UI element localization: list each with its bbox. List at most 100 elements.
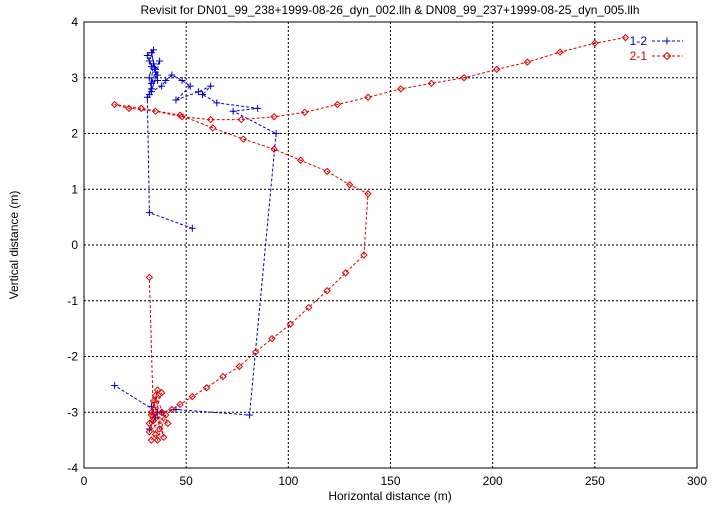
- legend: 1-2 2-1: [630, 34, 683, 63]
- data-point-2-1: [323, 287, 331, 295]
- legend-marker-1-2: [663, 37, 671, 45]
- data-point-2-1: [235, 362, 244, 371]
- series-2-1: [110, 33, 630, 444]
- data-point-2-1: [591, 39, 599, 47]
- data-point-1-2: [111, 381, 119, 389]
- series-line-2-1: [114, 37, 626, 443]
- x-tick-label: 250: [585, 474, 605, 488]
- data-point-1-2: [213, 99, 221, 107]
- data-point-2-1: [145, 273, 154, 282]
- legend-item-1-2: 1-2: [630, 34, 683, 48]
- data-point-1-2: [154, 77, 162, 85]
- data-point-2-1: [239, 135, 248, 143]
- data-point-2-1: [251, 348, 260, 356]
- data-point-2-1: [286, 320, 295, 328]
- data-point-1-2: [207, 82, 215, 90]
- data-point-2-1: [323, 167, 331, 176]
- data-point-2-1: [137, 104, 145, 113]
- data-point-1-2: [199, 90, 207, 98]
- data-point-2-1: [149, 397, 158, 405]
- series-1-2: [111, 46, 280, 433]
- legend-label-1-2: 1-2: [630, 34, 648, 48]
- data-point-1-2: [188, 224, 196, 232]
- y-tick-label: 3: [71, 71, 78, 85]
- data-point-1-2: [145, 209, 153, 217]
- plot-frame: [83, 21, 698, 469]
- grid-lines: [84, 22, 697, 468]
- series-line-1-2: [114, 49, 277, 430]
- data-point-1-2: [156, 57, 164, 65]
- data-point-1-2: [149, 60, 157, 68]
- data-point-2-1: [168, 405, 176, 414]
- data-point-2-1: [147, 408, 156, 416]
- series-group: [110, 33, 630, 444]
- data-point-2-1: [147, 436, 156, 444]
- data-point-2-1: [209, 124, 217, 132]
- data-point-2-1: [178, 113, 186, 121]
- data-point-2-1: [145, 428, 154, 436]
- data-point-2-1: [157, 408, 166, 416]
- data-point-1-2: [178, 77, 186, 85]
- y-tick-labels: 4 3 2 1 0 -1 -2 -3 -4: [67, 15, 78, 475]
- data-point-2-1: [621, 33, 630, 42]
- legend-marker-2-1: [662, 51, 672, 61]
- y-tick-label: -4: [67, 461, 78, 475]
- data-point-1-2: [272, 130, 280, 137]
- data-point-1-2: [158, 82, 166, 90]
- data-point-2-1: [110, 100, 119, 109]
- data-point-2-1: [460, 74, 468, 82]
- y-tick-label: -1: [67, 294, 78, 308]
- data-point-2-1: [270, 113, 278, 121]
- data-point-2-1: [397, 85, 405, 93]
- data-point-2-1: [162, 411, 170, 419]
- data-point-1-2: [246, 411, 254, 419]
- data-point-2-1: [341, 269, 350, 277]
- y-tick-label: -2: [67, 350, 78, 364]
- data-point-2-1: [164, 419, 172, 428]
- data-point-2-1: [427, 79, 436, 88]
- data-point-2-1: [270, 145, 278, 153]
- x-axis-title: Horizontal distance (m): [328, 489, 451, 503]
- data-point-2-1: [151, 107, 160, 115]
- y-tick-label: -3: [67, 405, 78, 419]
- x-tick-label: 100: [278, 474, 298, 488]
- data-point-1-2: [145, 57, 153, 65]
- data-point-1-2: [229, 107, 237, 115]
- x-tick-label: 150: [380, 474, 400, 488]
- data-point-2-1: [360, 251, 368, 259]
- chart-title: Revisit for DN01_99_238+1999-08-26_dyn_0…: [140, 3, 639, 17]
- data-point-2-1: [364, 93, 372, 101]
- data-point-2-1: [125, 104, 133, 113]
- data-point-1-2: [147, 79, 155, 87]
- data-point-1-2: [147, 88, 155, 96]
- y-tick-label: 2: [71, 127, 78, 141]
- data-point-2-1: [300, 108, 309, 117]
- y-tick-label: 1: [71, 182, 78, 196]
- x-tick-label: 0: [81, 474, 88, 488]
- data-point-2-1: [202, 384, 211, 392]
- data-point-2-1: [176, 111, 184, 119]
- data-point-2-1: [153, 436, 162, 444]
- data-point-2-1: [151, 430, 160, 439]
- data-point-2-1: [188, 392, 197, 401]
- data-point-1-2: [145, 74, 153, 82]
- data-point-2-1: [296, 156, 305, 164]
- data-point-2-1: [153, 386, 162, 394]
- legend-label-2-1: 2-1: [630, 49, 648, 63]
- data-point-2-1: [157, 389, 166, 397]
- data-point-2-1: [345, 181, 354, 189]
- data-point-2-1: [493, 65, 501, 74]
- data-point-1-2: [162, 77, 170, 85]
- data-point-2-1: [206, 115, 215, 124]
- data-point-2-1: [147, 411, 156, 419]
- data-point-2-1: [145, 419, 154, 428]
- data-point-2-1: [176, 400, 184, 409]
- legend-item-2-1: 2-1: [630, 49, 683, 63]
- y-tick-label: 0: [71, 238, 78, 252]
- data-point-2-1: [155, 425, 164, 433]
- y-axis-title: Vertical distance (m): [7, 191, 21, 300]
- data-point-2-1: [556, 48, 564, 56]
- data-point-1-2: [143, 51, 151, 59]
- data-point-2-1: [333, 100, 342, 109]
- x-tick-labels: 0 50 100 150 200 250 300: [81, 474, 708, 488]
